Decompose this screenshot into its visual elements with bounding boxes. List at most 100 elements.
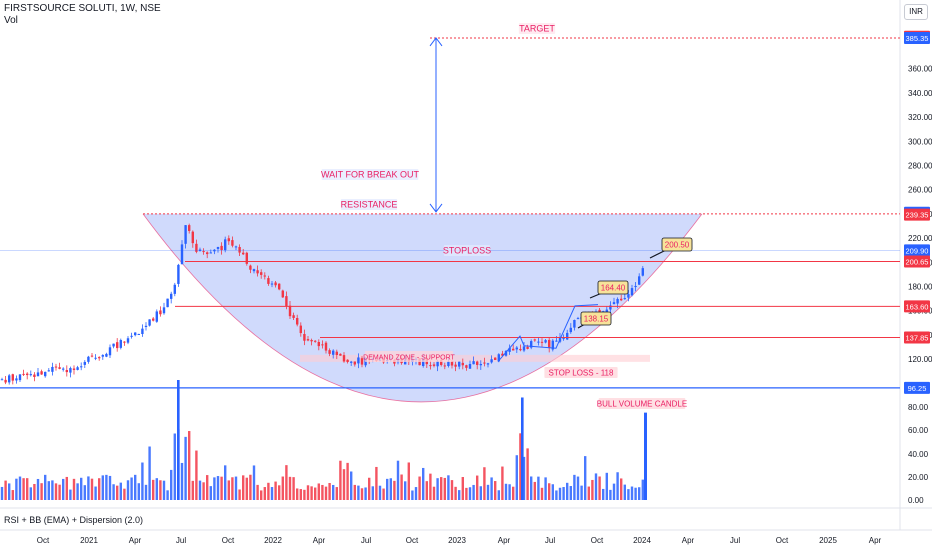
x-tick-label: Oct	[776, 536, 789, 545]
volume-bar	[162, 480, 166, 500]
price-badge[interactable]: 209.90	[904, 244, 930, 257]
currency-badge[interactable]: INR	[904, 4, 928, 20]
price-badge[interactable]: 137.85	[904, 331, 930, 344]
stoploss-label-bg	[443, 245, 491, 256]
callout-200: 200.50	[649, 237, 693, 259]
x-tick-label: Jul	[545, 536, 555, 545]
volume-bar	[26, 478, 29, 500]
x-tick-label: Oct	[591, 536, 604, 545]
volume-bar	[540, 487, 544, 500]
volume-bar	[267, 482, 270, 500]
wait-label-text: WAIT FOR BREAK OUT	[321, 170, 420, 180]
candle-body	[472, 361, 475, 365]
volume-bar	[296, 488, 299, 500]
volume-bar	[400, 474, 403, 500]
candle-body	[224, 239, 227, 251]
candle-body	[432, 364, 436, 366]
volume-bar	[364, 487, 367, 500]
candle-body	[504, 350, 508, 356]
volume-bar	[220, 476, 223, 500]
volume-bar	[62, 478, 65, 500]
x-tick-label: Jul	[176, 536, 186, 545]
volume-bar	[515, 455, 518, 500]
volume-bar	[422, 467, 425, 500]
candle-body	[18, 374, 22, 381]
volume-bar	[299, 489, 302, 500]
price-badge-text: 239.35	[906, 211, 929, 220]
candle-body	[576, 318, 580, 320]
volume-bar	[173, 433, 176, 500]
candle-body	[36, 372, 40, 377]
candle-body	[497, 354, 500, 362]
candle-body	[274, 282, 277, 286]
volume-bar	[40, 483, 43, 500]
volume-bar	[548, 483, 551, 500]
volume-bar	[569, 486, 572, 500]
candle-body	[33, 374, 36, 377]
volume-bar	[533, 481, 536, 500]
candle-body	[508, 347, 511, 352]
price-badge-text: 137.85	[906, 334, 929, 343]
annotations: TARGET WAIT FOR BREAK OUT RESISTANCE STOPLO…	[321, 23, 693, 409]
volume-bar	[443, 477, 446, 500]
volume-bar	[58, 484, 61, 500]
x-tick-label: Apr	[869, 536, 882, 545]
candle-body	[450, 361, 454, 366]
indicator-label[interactable]: RSI + BB (EMA) + Dispersion (2.0)	[4, 515, 144, 525]
arrow-head-down	[429, 203, 443, 213]
volume-bar	[137, 483, 140, 500]
grid-layer	[0, 0, 932, 531]
volume-bar	[328, 483, 331, 500]
volume-bar	[216, 476, 220, 500]
volume-label: Vol	[4, 15, 18, 26]
callout-164-text: 164.40	[601, 284, 626, 293]
volume-bar	[476, 475, 479, 500]
price-badge[interactable]: 200.65	[904, 255, 930, 268]
candle-body	[47, 370, 50, 372]
volume-bar	[249, 474, 252, 500]
candle-body	[159, 310, 162, 315]
volume-bar	[591, 479, 594, 500]
callout-138-box	[580, 311, 612, 326]
volume-bar	[314, 487, 317, 500]
volume-tick-label: 40.00	[908, 450, 929, 459]
candle-body	[476, 361, 479, 365]
candle-body	[620, 298, 623, 301]
candle-body	[256, 270, 259, 274]
cup-pattern	[143, 213, 702, 402]
candle-body	[94, 357, 97, 359]
volume-bar	[317, 483, 320, 500]
volume-bar	[123, 488, 126, 500]
price-badge[interactable]: 96.25	[904, 381, 930, 394]
volume-bar	[630, 486, 634, 500]
volume-bar	[371, 486, 374, 500]
volume-bar	[191, 480, 194, 500]
price-badge-text: 163.60	[906, 302, 929, 311]
candle-body	[242, 252, 245, 255]
symbol-title[interactable]: FIRSTSOURCE SOLUTI, 1W, NSE	[4, 3, 161, 14]
candle-body	[162, 307, 166, 314]
stop-loss-118-label-bg	[544, 367, 618, 378]
candle-body	[238, 246, 241, 253]
candle-body	[296, 318, 299, 325]
volume-bar	[0, 486, 4, 500]
candle-body	[90, 355, 94, 357]
price-badge[interactable]: 239.35	[904, 208, 930, 221]
price-badge[interactable]: 385.35	[904, 32, 930, 45]
volume-bar	[80, 477, 83, 500]
candle-body	[209, 252, 212, 254]
candle-body	[141, 328, 144, 335]
volume-bar	[558, 487, 562, 500]
volume-bar	[641, 479, 644, 500]
candle-body	[44, 371, 47, 377]
volume-bar	[278, 485, 281, 500]
volume-bar	[324, 486, 328, 500]
candle-body	[58, 367, 61, 369]
candle-body	[548, 339, 551, 349]
price-badge[interactable]: 163.60	[904, 300, 930, 313]
price-badge-bg	[904, 255, 930, 268]
volume-bar	[339, 460, 342, 500]
volume-bar	[285, 465, 288, 500]
volume-bar	[440, 477, 443, 500]
